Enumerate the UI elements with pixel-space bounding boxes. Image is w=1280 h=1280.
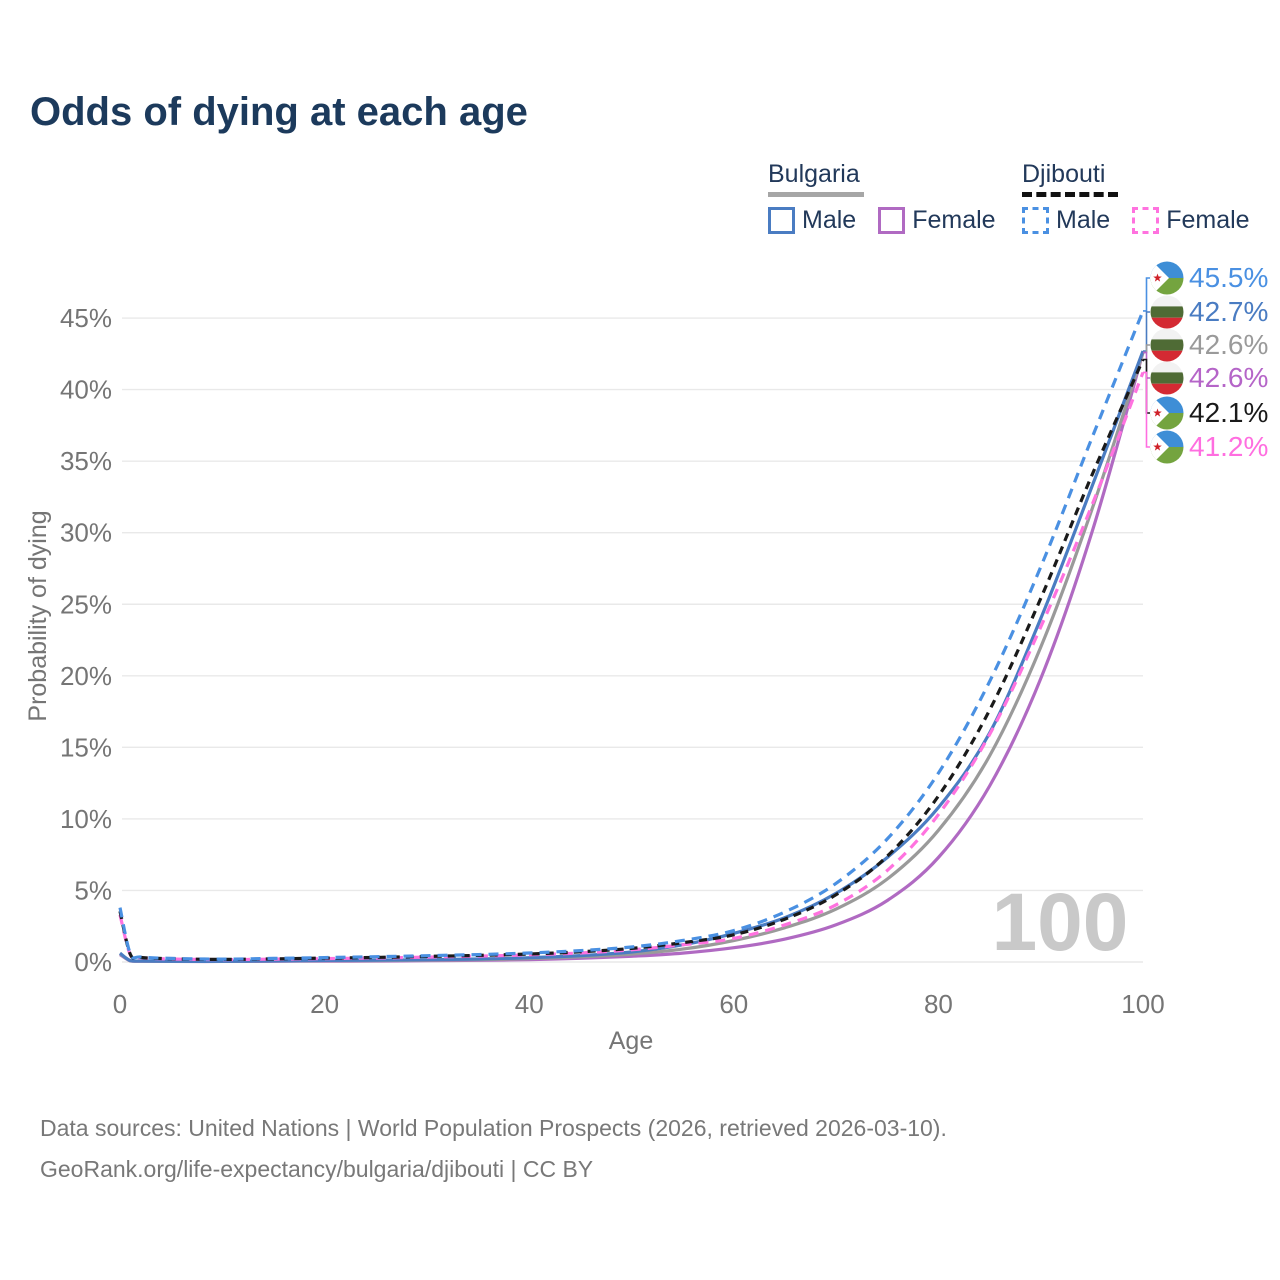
x-tick-label: 20 — [310, 989, 339, 1019]
legend-group-title-bulgaria: Bulgaria — [768, 160, 860, 188]
y-tick-label: 15% — [60, 732, 112, 762]
x-tick-label: 0 — [113, 989, 127, 1019]
legend-group-title-djibouti: Djibouti — [1022, 160, 1106, 188]
y-tick-label: 45% — [60, 303, 112, 333]
legend-item-label: Female — [912, 206, 996, 234]
series-line-djibouti-both — [118, 358, 1145, 962]
x-tick-label: 40 — [515, 989, 544, 1019]
y-tick-label: 0% — [74, 947, 112, 977]
legend-item-djibouti-female[interactable]: Female — [1132, 206, 1250, 235]
end-label-leader-line — [1143, 277, 1150, 312]
series-line-bulgaria-both — [119, 351, 1145, 963]
y-tick-label: 20% — [60, 661, 112, 691]
end-label-leader-line — [1143, 371, 1150, 448]
legend-underline-solid — [768, 192, 864, 197]
x-tick-label: 60 — [719, 989, 748, 1019]
age-counter-watermark: 100 — [992, 877, 1129, 968]
x-axis-title: Age — [609, 1027, 653, 1055]
y-tick-label: 40% — [60, 375, 112, 405]
legend-swatch-dashed — [1132, 207, 1160, 234]
legend-group-bulgaria: Bulgaria Male Female — [768, 160, 1018, 235]
legend-item-djibouti-male[interactable]: Male — [1022, 206, 1110, 235]
y-tick-label: 35% — [60, 446, 112, 476]
series-line-bulgaria-male — [118, 350, 1145, 963]
end-label-leader-line — [1143, 311, 1150, 352]
legend-swatch-solid — [878, 207, 906, 234]
legend-item-bulgaria-female[interactable]: Female — [878, 206, 996, 235]
legend-swatch-dashed — [1022, 207, 1049, 234]
legend-item-label: Male — [1056, 206, 1111, 234]
legend-items-djibouti: Male Female — [1022, 206, 1272, 235]
legend-item-bulgaria-male[interactable]: Male — [768, 206, 856, 235]
legend-item-label: Female — [1166, 206, 1250, 234]
y-tick-label: 5% — [74, 875, 112, 905]
legend-underline-dashed — [1022, 192, 1118, 197]
footer-attribution: GeoRank.org/life-expectancy/bulgaria/dji… — [40, 1156, 594, 1183]
y-tick-label: 30% — [60, 518, 112, 548]
legend-swatch-solid — [768, 207, 795, 234]
legend-group-djibouti: Djibouti Male Female — [1022, 160, 1272, 235]
series-line-djibouti-male — [118, 310, 1145, 961]
x-tick-label: 100 — [1121, 989, 1164, 1019]
y-tick-label: 25% — [60, 589, 112, 619]
series-line-bulgaria-female — [119, 351, 1145, 964]
legend-item-label: Male — [802, 206, 857, 234]
y-tick-label: 10% — [60, 804, 112, 834]
footer: Data sources: United Nations | World Pop… — [40, 1108, 947, 1191]
y-axis-title: Probability of dying — [24, 510, 52, 721]
page-title: Odds of dying at each age — [30, 90, 528, 134]
x-tick-label: 80 — [924, 989, 953, 1019]
footer-data-sources: Data sources: United Nations | World Pop… — [40, 1115, 947, 1141]
legend-items-bulgaria: Male Female — [768, 206, 1018, 235]
